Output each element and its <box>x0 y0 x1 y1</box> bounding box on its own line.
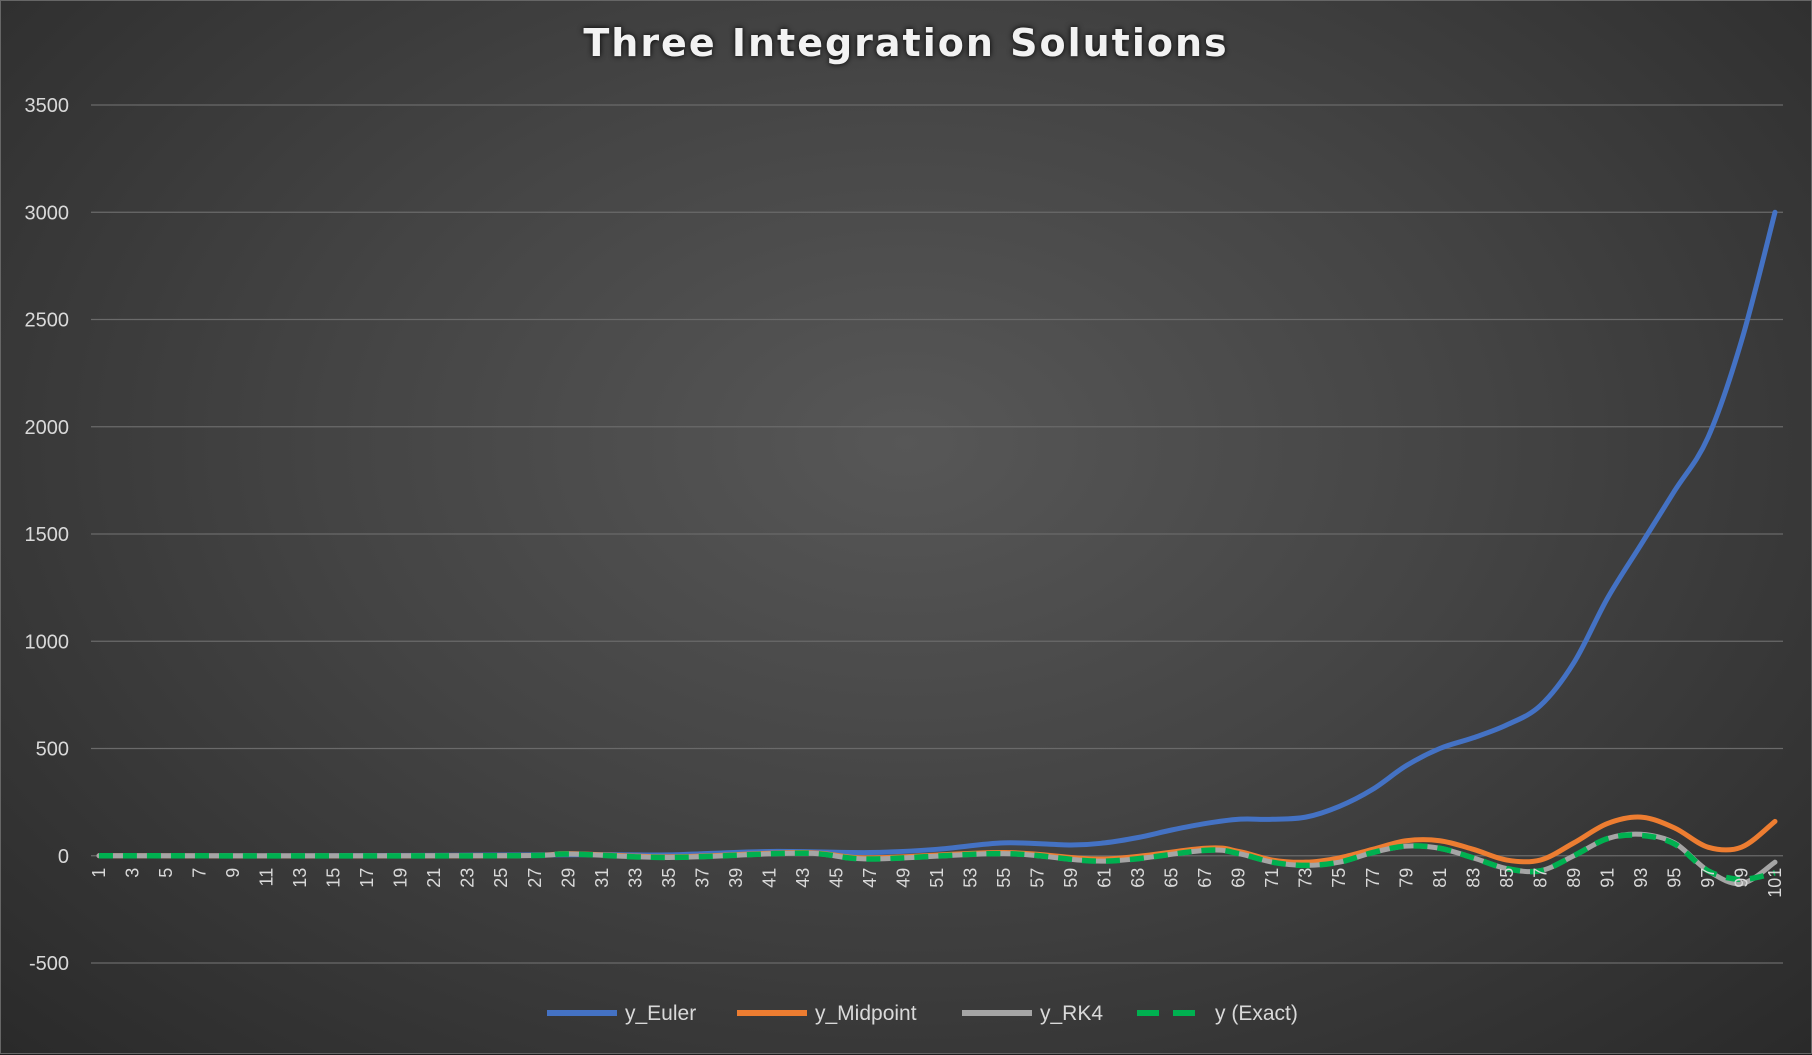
series-line-4 <box>98 832 1776 883</box>
x-tick-label: 75 <box>1329 868 1349 888</box>
x-tick-label: 19 <box>391 868 411 888</box>
x-tick-label: 5 <box>156 868 176 878</box>
x-tick-label: 39 <box>726 868 746 888</box>
x-tick-label: 91 <box>1597 868 1617 888</box>
x-tick-label: 45 <box>826 868 846 888</box>
y-tick-label: 2500 <box>25 310 70 332</box>
legend-label: y_RK4 <box>1040 1002 1103 1025</box>
x-tick-label: 9 <box>223 868 243 878</box>
x-tick-label: 65 <box>1162 868 1182 888</box>
chart-title: Three Integration Solutions <box>583 21 1229 65</box>
y-tick-label: 3500 <box>25 95 70 117</box>
x-tick-label: 89 <box>1564 868 1584 888</box>
x-tick-label: 61 <box>1095 868 1115 888</box>
x-tick-label: 85 <box>1497 868 1517 888</box>
x-tick-label: 79 <box>1396 868 1416 888</box>
x-tick-label: 7 <box>190 868 210 878</box>
x-tick-label: 77 <box>1363 868 1383 888</box>
x-tick-label: 13 <box>290 868 310 888</box>
x-tick-label: 31 <box>592 868 612 888</box>
x-tick-label: 95 <box>1664 868 1684 888</box>
x-tick-label: 37 <box>692 868 712 888</box>
legend-label: y_Euler <box>625 1002 696 1025</box>
x-tick-label: 83 <box>1463 868 1483 888</box>
x-tick-label: 101 <box>1765 868 1785 898</box>
x-tick-label: 43 <box>793 868 813 888</box>
x-tick-label: 15 <box>324 868 344 888</box>
x-tick-label: 55 <box>994 868 1014 888</box>
x-tick-label: 51 <box>927 868 947 888</box>
x-tick-label: 97 <box>1698 868 1718 888</box>
x-tick-label: 57 <box>1028 868 1048 888</box>
y-tick-label: 3000 <box>25 202 70 224</box>
x-tick-label: 25 <box>491 868 511 888</box>
x-tick-label: 59 <box>1061 868 1081 888</box>
y-tick-label: 1000 <box>25 631 70 653</box>
y-tick-label: -500 <box>29 953 69 975</box>
x-tick-label: 33 <box>625 868 645 888</box>
x-tick-label: 81 <box>1430 868 1450 888</box>
x-tick-label: 93 <box>1631 868 1651 888</box>
x-tick-label: 69 <box>1229 868 1249 888</box>
x-tick-label: 71 <box>1262 868 1282 888</box>
x-tick-label: 53 <box>961 868 981 888</box>
x-tick-label: 73 <box>1296 868 1316 888</box>
x-tick-label: 35 <box>659 868 679 888</box>
x-tick-label: 99 <box>1731 868 1751 888</box>
y-tick-label: 500 <box>36 739 69 761</box>
x-tick-label: 63 <box>1128 868 1148 888</box>
x-tick-label: 29 <box>558 868 578 888</box>
y-tick-label: 0 <box>58 846 69 868</box>
x-tick-label: 21 <box>424 868 444 888</box>
x-tick-label: 27 <box>525 868 545 888</box>
legend-label: y_Midpoint <box>815 1002 917 1025</box>
x-tick-label: 49 <box>893 868 913 888</box>
y-tick-label: 1500 <box>25 524 70 546</box>
x-tick-label: 41 <box>759 868 779 888</box>
x-tick-label: 23 <box>458 868 478 888</box>
x-tick-label: 87 <box>1530 868 1550 888</box>
x-tick-label: 11 <box>257 868 277 887</box>
x-tick-label: 1 <box>89 868 109 878</box>
y-tick-label: 2000 <box>25 417 70 439</box>
x-tick-label: 47 <box>860 868 880 888</box>
x-tick-label: 17 <box>357 868 377 888</box>
x-tick-label: 67 <box>1195 868 1215 888</box>
x-tick-label: 3 <box>123 868 143 878</box>
legend-label: y (Exact) <box>1215 1002 1298 1025</box>
